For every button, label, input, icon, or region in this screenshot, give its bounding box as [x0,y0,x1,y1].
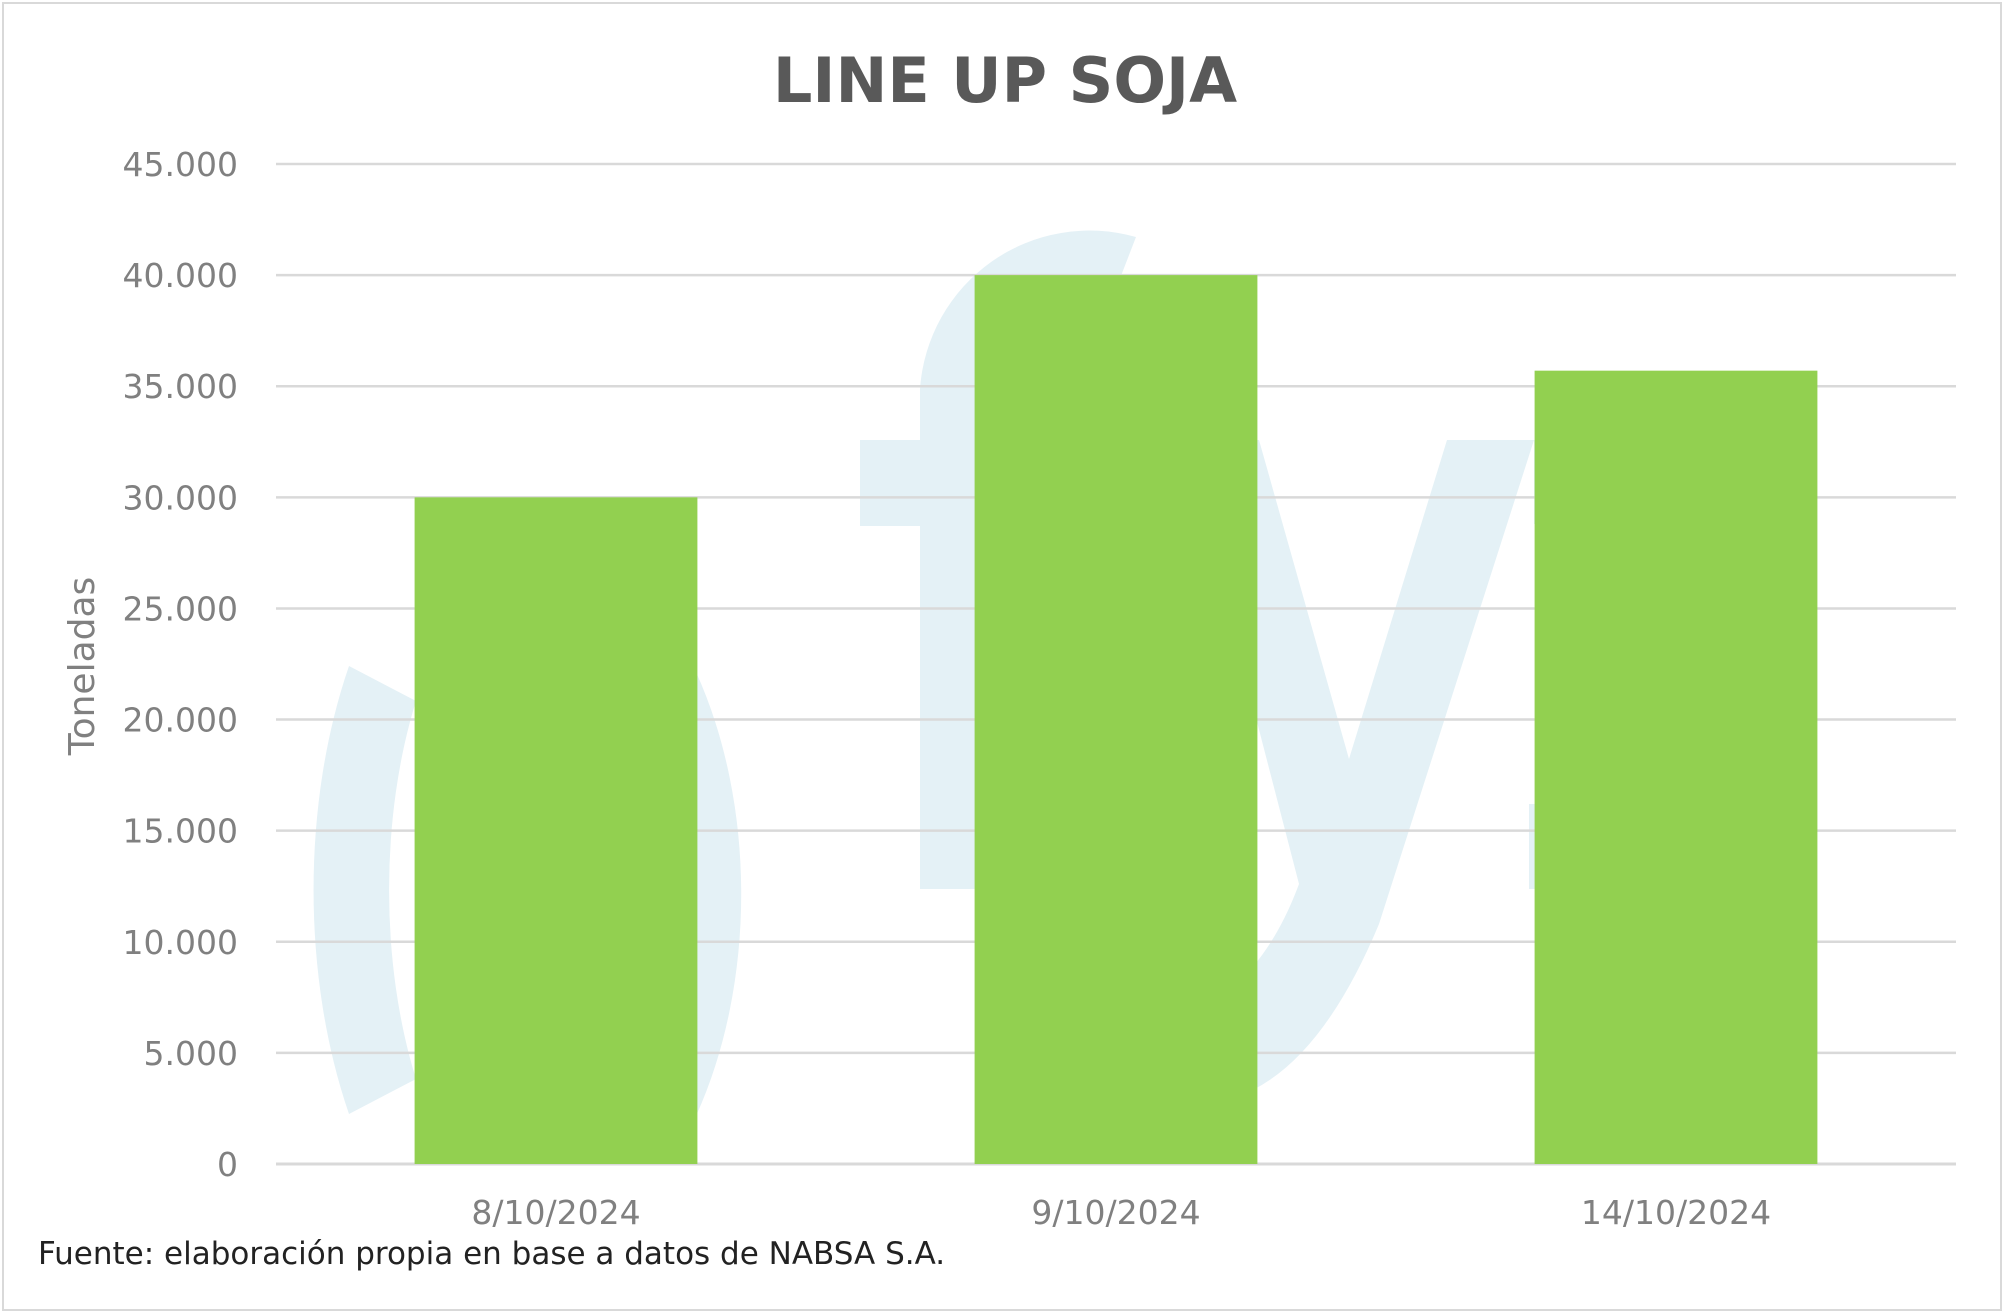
y-tick-label: 30.000 [123,478,238,517]
watermark-shape [1184,440,1534,1104]
y-tick-label: 10.000 [123,923,238,962]
y-axis-label: Toneladas [62,577,103,757]
x-tick-label: 14/10/2024 [1581,1193,1771,1232]
y-tick-labels: 0 5.000 10.000 15.000 20.000 25.000 30.000 35.0… [123,145,238,1184]
y-tick-label: 45.000 [123,145,238,184]
source-note: Fuente: elaboración propia en base a dat… [38,1236,946,1272]
y-tick-label: 5.000 [144,1034,238,1073]
y-tick-label: 35.000 [123,367,238,406]
bar [974,275,1258,1165]
y-tick-label: 20.000 [123,701,238,740]
x-tick-label: 9/10/2024 [1031,1193,1200,1232]
x-tick-labels: 8/10/2024 9/10/2024 14/10/2024 [471,1193,1771,1232]
y-tick-label: 25.000 [123,589,238,628]
y-tick-label: 0 [217,1145,238,1184]
y-tick-label: 40.000 [123,256,238,295]
y-tick-label: 15.000 [123,812,238,851]
bars [414,275,1818,1165]
watermark-shape [920,230,1136,889]
chart-title: LINE UP SOJA [773,44,1237,117]
x-tick-label: 8/10/2024 [471,1193,640,1232]
bar [414,497,698,1164]
bar-chart: 0 5.000 10.000 15.000 20.000 25.000 30.000 35.0… [62,44,1956,1232]
bar [1534,370,1818,1165]
watermark-shape [313,666,416,1114]
